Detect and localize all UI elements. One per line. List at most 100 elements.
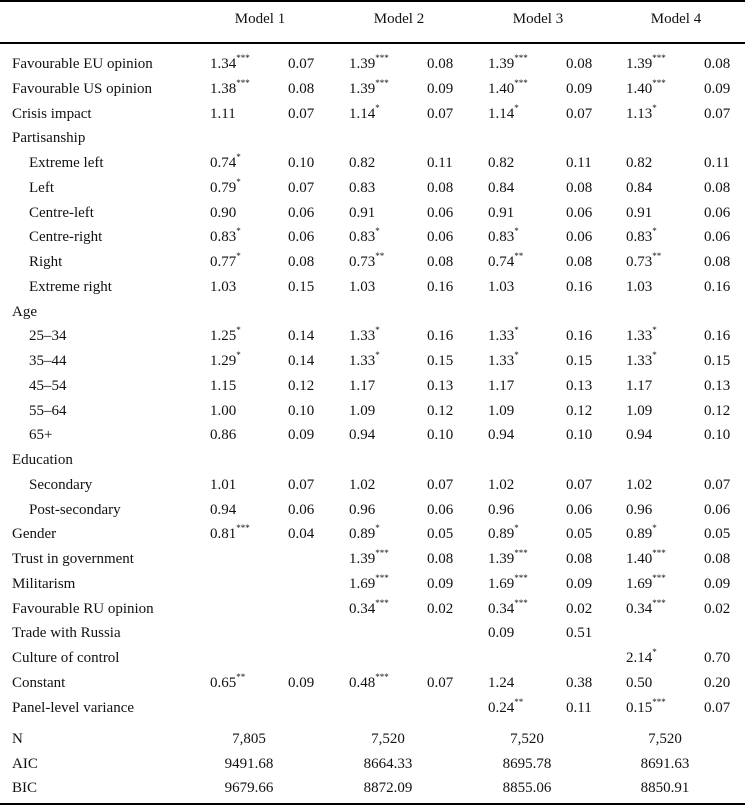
coefficient-value: 1.03 <box>349 278 376 295</box>
coefficient-value: 0.74 <box>210 155 237 171</box>
stat-value: 8872.09 <box>363 780 413 796</box>
coefficient-value: 0.83 <box>626 229 653 246</box>
significance-stars: *** <box>652 77 666 88</box>
standard-error-cell: 0.10 <box>704 427 731 444</box>
significance-stars: *** <box>375 53 389 63</box>
table-row: 25–34 1.25* 0.14 1.33* 0.16 1.33* 0.16 1.33* 0.1… <box>0 324 745 348</box>
coefficient-value: 0.73 <box>626 254 653 270</box>
significance-stars: *** <box>514 53 528 63</box>
table-row: 65+ 0.86 0.09 0.94 0.10 0.94 0.10 0.94 0.10 <box>0 423 745 447</box>
coefficient-cell: 0.74** <box>488 250 523 274</box>
standard-error-cell: 0.09 <box>427 80 454 97</box>
significance-stars: * <box>375 350 380 360</box>
coefficient-cell: 1.39*** <box>488 52 528 76</box>
coefficient-cell: 1.09 <box>488 399 514 423</box>
coefficient-cell: 0.90 <box>210 201 236 225</box>
coefficient-cell: 0.91 <box>349 201 375 225</box>
coefficient-cell: 0.82 <box>626 151 652 175</box>
significance-stars: * <box>514 523 519 534</box>
coefficient-value: 0.81 <box>210 526 237 543</box>
table-row: Favourable EU opinion 1.34*** 0.07 1.39*** 0… <box>0 52 745 76</box>
bottom-rule <box>0 803 745 805</box>
coefficient-value: 0.83 <box>349 179 376 196</box>
coefficient-cell: 0.79* <box>210 176 241 200</box>
table-row: Age <box>0 300 745 324</box>
coefficient-value: 0.74 <box>488 254 515 270</box>
standard-error-cell: 0.08 <box>704 254 731 270</box>
significance-stars: * <box>236 226 241 237</box>
standard-error-cell: 0.07 <box>427 105 454 122</box>
stat-value: 9679.66 <box>224 780 274 796</box>
standard-error-cell: 0.02 <box>566 600 593 617</box>
significance-stars: * <box>652 647 657 657</box>
stat-row: AIC 9491.68 8664.33 8695.78 8691.63 <box>0 752 745 776</box>
coefficient-value: 1.25 <box>210 328 237 345</box>
coefficient-cell: 1.01 <box>210 473 236 497</box>
coefficient-value: 1.40 <box>626 551 653 567</box>
row-label: Partisanship <box>12 130 86 147</box>
table-row: Education <box>0 448 745 472</box>
coefficient-value: 0.82 <box>488 155 515 171</box>
standard-error-cell: 0.07 <box>288 56 315 72</box>
coefficient-cell: 0.86 <box>210 423 236 447</box>
coefficient-value: 1.09 <box>349 402 376 419</box>
coefficient-value: 1.40 <box>488 80 515 97</box>
coefficient-value: 0.83 <box>349 229 376 246</box>
coefficient-value: 1.11 <box>210 105 236 122</box>
coefficient-cell: 1.13* <box>626 102 657 126</box>
coefficient-cell: 0.89* <box>349 522 380 546</box>
standard-error-cell: 0.06 <box>427 501 454 518</box>
significance-stars: * <box>236 152 241 162</box>
significance-stars: * <box>514 325 519 336</box>
significance-stars: *** <box>236 523 250 534</box>
coefficient-cell: 1.02 <box>349 473 375 497</box>
coefficient-value: 0.94 <box>488 427 515 444</box>
coefficient-cell: 0.65** <box>210 671 245 695</box>
standard-error-cell: 0.06 <box>566 229 593 246</box>
stat-value: 7,520 <box>648 731 682 747</box>
standard-error-cell: 0.06 <box>288 229 315 246</box>
coefficient-cell: 0.48*** <box>349 671 389 695</box>
coefficient-value: 0.89 <box>349 526 376 543</box>
coefficient-value: 0.73 <box>349 254 376 270</box>
standard-error-cell: 0.11 <box>566 699 592 716</box>
stat-value: 8850.91 <box>640 780 690 796</box>
row-label: Left <box>29 179 54 196</box>
coefficient-cell: 1.38*** <box>210 77 250 101</box>
coefficient-cell: 1.15 <box>210 374 236 398</box>
coefficient-cell: 0.82 <box>349 151 375 175</box>
coefficient-cell: 0.83* <box>210 225 241 249</box>
coefficient-cell: 0.77* <box>210 250 241 274</box>
table-row: Militarism 1.69*** 0.09 1.69*** 0.09 1.69*** 0… <box>0 572 745 596</box>
row-label: 55–64 <box>29 402 67 419</box>
significance-stars: ** <box>236 671 246 682</box>
coefficient-cell: 1.24 <box>488 671 514 695</box>
coefficient-cell: 1.33* <box>349 349 380 373</box>
coefficient-cell: 0.91 <box>488 201 514 225</box>
coefficient-value: 0.96 <box>488 501 515 518</box>
coefficient-value: 1.29 <box>210 353 237 369</box>
significance-stars: *** <box>375 671 389 682</box>
coefficient-cell: 0.73** <box>626 250 661 274</box>
significance-stars: *** <box>236 53 250 63</box>
stat-label: N <box>12 731 23 747</box>
table-row: Panel-level variance 0.24** 0.11 0.15*** 0.0… <box>0 696 745 720</box>
standard-error-cell: 0.09 <box>566 80 593 97</box>
top-rule <box>0 0 745 2</box>
coefficient-value: 1.01 <box>210 476 237 493</box>
significance-stars: ** <box>514 251 524 261</box>
coefficient-value: 1.39 <box>349 56 376 72</box>
coefficient-value: 0.89 <box>488 526 515 543</box>
coefficient-cell: 0.34*** <box>626 597 666 621</box>
significance-stars: * <box>514 102 519 113</box>
coefficient-value: 1.33 <box>626 328 653 345</box>
table-row: Constant 0.65** 0.09 0.48*** 0.07 1.24 0.38 0.5… <box>0 671 745 695</box>
significance-stars: *** <box>652 696 666 707</box>
standard-error-cell: 0.02 <box>704 600 731 617</box>
stat-value: 8695.78 <box>502 755 552 772</box>
coefficient-value: 1.39 <box>488 551 515 567</box>
coefficient-value: 1.17 <box>349 377 376 394</box>
standard-error-cell: 0.10 <box>288 155 315 171</box>
standard-error-cell: 0.04 <box>288 526 315 543</box>
row-label: Militarism <box>12 575 76 592</box>
